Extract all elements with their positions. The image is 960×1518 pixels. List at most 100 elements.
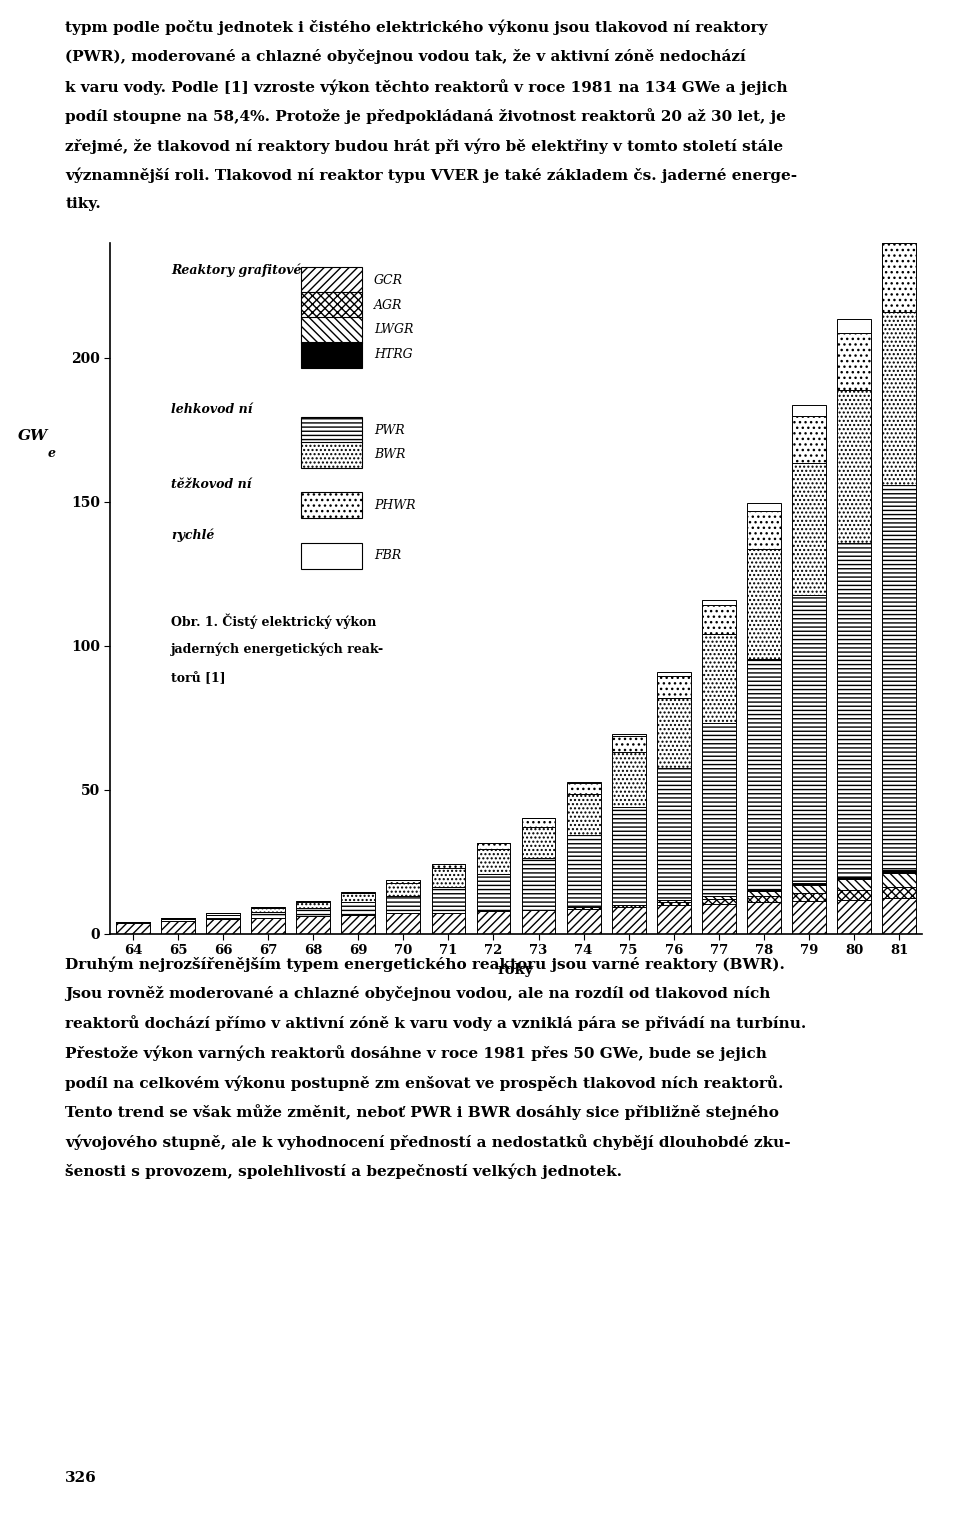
Bar bbox=[792, 885, 826, 893]
Bar bbox=[476, 874, 511, 911]
Text: reaktorů dochází přímo v aktivní zóně k varu vody a vzniklá pára se přivádí na t: reaktorů dochází přímo v aktivní zóně k … bbox=[65, 1016, 806, 1031]
FancyBboxPatch shape bbox=[301, 342, 362, 367]
Text: GW: GW bbox=[18, 430, 48, 443]
Bar bbox=[612, 808, 645, 905]
Bar bbox=[747, 502, 780, 512]
Bar bbox=[702, 600, 735, 606]
Text: FBR: FBR bbox=[374, 550, 401, 562]
Bar bbox=[387, 880, 420, 883]
Bar bbox=[882, 226, 916, 243]
Text: vývojového stupně, ale k vyhodnocení předností a nedostatků chybějí dlouhobdé zk: vývojového stupně, ale k vyhodnocení pře… bbox=[65, 1134, 791, 1149]
Bar bbox=[612, 753, 645, 808]
Bar bbox=[747, 896, 780, 903]
Bar bbox=[657, 672, 690, 676]
Bar bbox=[882, 887, 916, 899]
Bar bbox=[657, 768, 690, 900]
Bar bbox=[702, 723, 735, 896]
Bar bbox=[206, 912, 240, 915]
FancyBboxPatch shape bbox=[301, 291, 362, 319]
Bar bbox=[747, 891, 780, 896]
Bar bbox=[206, 915, 240, 920]
FancyBboxPatch shape bbox=[301, 492, 362, 519]
Text: e: e bbox=[48, 446, 56, 460]
Bar bbox=[387, 914, 420, 934]
Bar bbox=[342, 915, 375, 934]
Text: HTRG: HTRG bbox=[374, 348, 413, 361]
Bar bbox=[387, 883, 420, 896]
Bar bbox=[657, 902, 690, 905]
Bar bbox=[297, 917, 330, 934]
Bar bbox=[521, 909, 556, 934]
Bar bbox=[252, 918, 285, 934]
Bar bbox=[792, 893, 826, 902]
Bar bbox=[837, 890, 871, 900]
Text: (PWR), moderované a chlazné obyčejnou vodou tak, že v aktivní zóně nedochází: (PWR), moderované a chlazné obyčejnou vo… bbox=[65, 49, 746, 64]
Text: typm podle počtu jednotek i čistého elektrického výkonu jsou tlakovod ní reaktor: typm podle počtu jednotek i čistého elek… bbox=[65, 20, 768, 35]
Text: AGR: AGR bbox=[374, 299, 402, 311]
Bar bbox=[476, 849, 511, 874]
Bar bbox=[702, 896, 735, 899]
Text: šenosti s provozem, spolehlivostí a bezpečností velkých jednotek.: šenosti s provozem, spolehlivostí a bezp… bbox=[65, 1163, 622, 1179]
Bar bbox=[882, 899, 916, 934]
Text: BWR: BWR bbox=[374, 448, 405, 461]
Bar bbox=[792, 883, 826, 885]
Bar bbox=[702, 899, 735, 903]
Text: Přestože výkon varných reaktorů dosáhne v roce 1981 přes 50 GWe, bude se jejich: Přestože výkon varných reaktorů dosáhne … bbox=[65, 1044, 767, 1061]
Bar bbox=[476, 911, 511, 934]
Text: Obr. 1. Čistý elektrický výkon: Obr. 1. Čistý elektrický výkon bbox=[171, 613, 376, 630]
Bar bbox=[792, 463, 826, 595]
Bar bbox=[702, 633, 735, 723]
Text: lehkovod ní: lehkovod ní bbox=[171, 404, 252, 416]
Bar bbox=[657, 905, 690, 934]
Bar bbox=[702, 903, 735, 934]
Bar bbox=[387, 896, 420, 914]
Text: rychlé: rychlé bbox=[171, 528, 215, 542]
Bar bbox=[521, 818, 556, 826]
Bar bbox=[837, 390, 871, 543]
Text: PWR: PWR bbox=[374, 424, 405, 437]
X-axis label: roky: roky bbox=[498, 962, 534, 976]
Bar bbox=[702, 606, 735, 633]
Bar bbox=[792, 902, 826, 934]
Bar bbox=[837, 543, 871, 876]
Bar bbox=[521, 858, 556, 909]
Bar bbox=[792, 405, 826, 416]
Bar bbox=[837, 319, 871, 332]
Bar bbox=[252, 908, 285, 912]
Bar bbox=[431, 887, 466, 912]
FancyBboxPatch shape bbox=[301, 442, 362, 468]
Bar bbox=[431, 912, 466, 934]
FancyBboxPatch shape bbox=[301, 317, 362, 343]
Bar bbox=[161, 921, 195, 934]
Bar bbox=[747, 659, 780, 890]
Bar bbox=[431, 868, 466, 887]
Bar bbox=[297, 908, 330, 917]
FancyBboxPatch shape bbox=[301, 417, 362, 443]
Text: Jsou rovněž moderované a chlazné obyčejnou vodou, ale na rozdíl od tlakovod ních: Jsou rovněž moderované a chlazné obyčejn… bbox=[65, 987, 771, 1000]
Bar bbox=[612, 905, 645, 908]
Text: Druhým nejrozšířenějším typem energetického reaktoru jsou varné reaktory (BWR).: Druhým nejrozšířenějším typem energetick… bbox=[65, 956, 785, 972]
Text: PHWR: PHWR bbox=[374, 499, 416, 512]
Bar bbox=[792, 595, 826, 883]
Bar bbox=[837, 876, 871, 879]
Text: podíl na celkovém výkonu postupně zm enšovat ve prospěch tlakovod ních reaktorů.: podíl na celkovém výkonu postupně zm enš… bbox=[65, 1075, 783, 1090]
Bar bbox=[521, 826, 556, 858]
Text: GCR: GCR bbox=[374, 273, 403, 287]
Bar bbox=[882, 243, 916, 311]
Bar bbox=[252, 912, 285, 918]
Bar bbox=[612, 908, 645, 934]
Bar bbox=[116, 923, 150, 934]
Bar bbox=[206, 920, 240, 934]
Text: zřejmé, že tlakovod ní reaktory budou hrát při výro bě elektřiny v tomto století: zřejmé, že tlakovod ní reaktory budou hr… bbox=[65, 138, 783, 153]
Bar bbox=[792, 416, 826, 463]
Bar bbox=[882, 484, 916, 870]
Bar bbox=[342, 902, 375, 915]
Bar bbox=[837, 879, 871, 890]
Text: Reaktory grafitové: Reaktory grafitové bbox=[171, 264, 301, 278]
FancyBboxPatch shape bbox=[301, 267, 362, 293]
Text: významnější roli. Tlakovod ní reaktor typu VVER je také základem čs. jaderné ene: významnější roli. Tlakovod ní reaktor ty… bbox=[65, 167, 798, 184]
Bar bbox=[882, 870, 916, 873]
Text: Tento trend se však může změnit, neboť PWR i BWR dosáhly sice přibližně stejného: Tento trend se však může změnit, neboť P… bbox=[65, 1105, 780, 1120]
Text: 326: 326 bbox=[65, 1471, 97, 1485]
FancyBboxPatch shape bbox=[301, 542, 362, 569]
